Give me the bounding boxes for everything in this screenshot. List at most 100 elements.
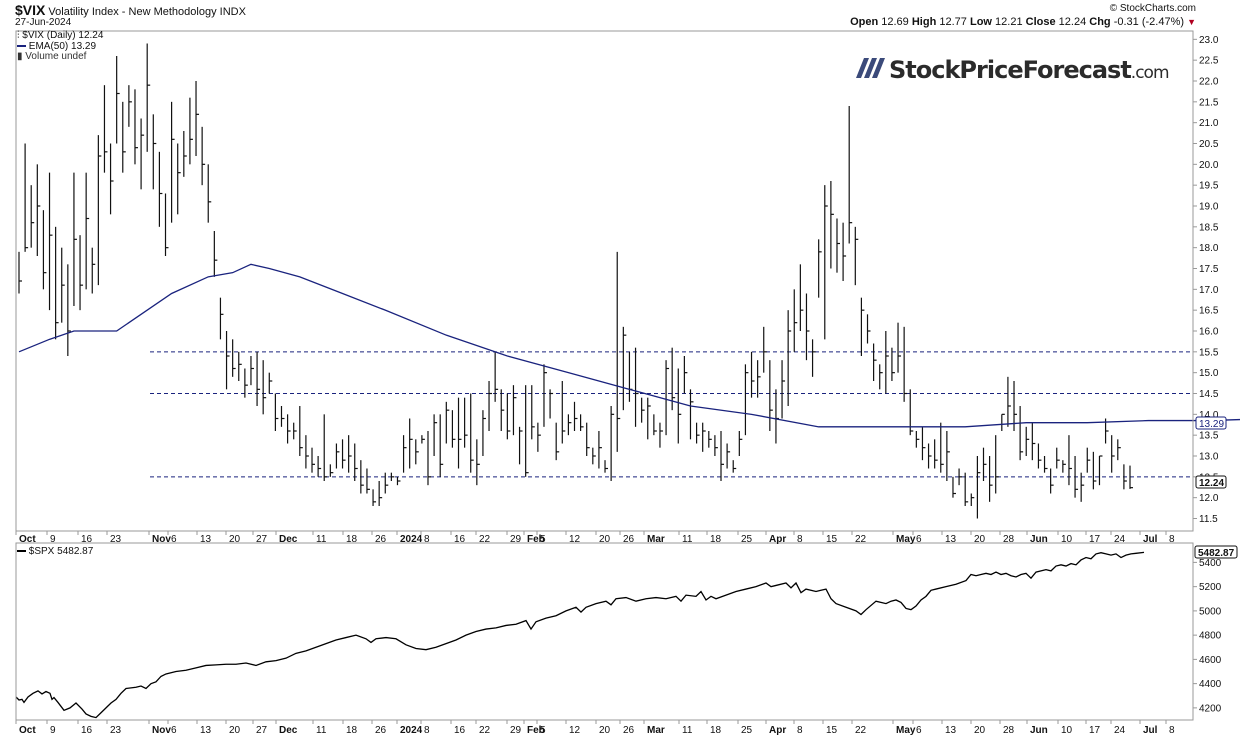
- y-tick-label: 14.0: [1199, 410, 1219, 421]
- y-tick-label: 15.0: [1199, 368, 1219, 379]
- spx-x-tick-label: 6: [171, 725, 177, 736]
- x-tick-label: 22: [479, 534, 491, 545]
- y-tick-label: 21.5: [1199, 97, 1219, 108]
- x-tick-label: 23: [110, 534, 122, 545]
- spx-x-tick-label: Feb: [527, 725, 545, 736]
- spx-x-tick-label: 22: [479, 725, 491, 736]
- x-tick-label: 8: [1169, 534, 1175, 545]
- spx-x-tick-label: 25: [741, 725, 753, 736]
- spx-x-tick-label: 9: [50, 725, 56, 736]
- support-resistance-lines: [150, 351, 1193, 478]
- x-tick-label: 12: [569, 534, 581, 545]
- spx-panel-frame: [15, 542, 1194, 721]
- spx-x-tick-label: May: [896, 725, 916, 736]
- chart-title: $VIX Volatility Index - New Methodology …: [15, 2, 246, 18]
- spx-line: [15, 551, 1145, 719]
- x-tick-label: 13: [200, 534, 212, 545]
- x-tick-label: 6: [916, 534, 922, 545]
- spx-y-axis-labels: 4200 4400 4600 4800 5000 5200 5400: [1199, 558, 1222, 714]
- spx-x-tick-label: Jul: [1143, 725, 1158, 736]
- x-tick-label: 11: [316, 534, 327, 545]
- vix-ohlc-bars: [18, 43, 1133, 519]
- spx-value-badge: 5482.87: [1194, 545, 1238, 559]
- legend-spx: $SPX 5482.87: [17, 546, 93, 557]
- x-tick-label: 20: [229, 534, 241, 545]
- spx-x-tick-label: 8: [797, 725, 803, 736]
- spx-y-tick-label: 4200: [1199, 703, 1222, 714]
- x-tick-label: 15: [826, 534, 838, 545]
- x-tick-label: Nov: [152, 534, 171, 545]
- x-tick-label: Apr: [769, 534, 786, 545]
- spx-x-tick-label: Apr: [769, 725, 786, 736]
- x-tick-label: 18: [710, 534, 722, 545]
- spx-y-tick-label: 5400: [1199, 558, 1222, 569]
- index-name: Volatility Index - New Methodology: [48, 6, 217, 18]
- svg-text:12.24: 12.24: [1199, 478, 1224, 489]
- spx-y-tick-label: 5200: [1199, 582, 1222, 593]
- x-tick-label: 28: [1003, 534, 1015, 545]
- spx-x-tick-label: 28: [1003, 725, 1015, 736]
- exchange-text: INDX: [219, 6, 246, 18]
- spx-x-tick-label: 17: [1089, 725, 1101, 736]
- spx-x-tick-label: 26: [375, 725, 387, 736]
- spx-x-tick-label: 22: [855, 725, 867, 736]
- x-tick-label: 25: [741, 534, 753, 545]
- spx-x-tick-label: 27: [256, 725, 268, 736]
- stockpriceforecast-logo: StockPriceForecast.com: [856, 56, 1170, 84]
- spx-x-tick-label: 15: [826, 725, 838, 736]
- spx-x-tick-label: 18: [710, 725, 722, 736]
- copyright-text: © StockCharts.com: [1109, 3, 1196, 14]
- spx-x-tick-label: Oct: [19, 725, 36, 736]
- x-tick-label: Jul: [1143, 534, 1158, 545]
- y-tick-label: 15.5: [1199, 347, 1219, 358]
- svg-text:StockPriceForecast.com: StockPriceForecast.com: [889, 56, 1169, 84]
- spx-x-tick-label: Mar: [647, 725, 665, 736]
- y-tick-label: 17.0: [1199, 285, 1219, 296]
- y-tick-label: 20.5: [1199, 139, 1219, 150]
- spx-x-tick-label: 16: [454, 725, 466, 736]
- x-tick-label: 16: [454, 534, 466, 545]
- spx-x-tick-label: 18: [346, 725, 358, 736]
- y-tick-label: 13.5: [1199, 431, 1219, 442]
- x-tick-label: 8: [424, 534, 430, 545]
- x-tick-label: 5: [540, 534, 546, 545]
- bar-chart-icon: ⫶: [17, 30, 20, 41]
- spx-x-tick-label: 20: [229, 725, 241, 736]
- x-tick-label: Mar: [647, 534, 665, 545]
- spx-x-tick-label: 13: [200, 725, 212, 736]
- y-axis-labels: 11.512.012.513.013.514.014.515.015.516.0…: [1199, 35, 1219, 525]
- x-tick-label: 2024: [400, 534, 423, 545]
- volume-bars-icon: ▮: [17, 51, 23, 62]
- ema-line-layer: [18, 263, 1240, 428]
- line-swatch-icon: [17, 550, 26, 553]
- symbol-text: $VIX: [15, 2, 46, 18]
- x-tick-label: Jun: [1030, 534, 1048, 545]
- y-tick-label: 17.5: [1199, 264, 1219, 275]
- y-tick-label: 22.0: [1199, 77, 1219, 88]
- legend-vix: ⫶ $VIX (Daily) 12.24: [17, 30, 104, 41]
- x-tick-label: 18: [346, 534, 358, 545]
- spx-x-tick-label: Nov: [152, 725, 171, 736]
- x-tick-label: 11: [682, 534, 693, 545]
- x-tick-label: 13: [945, 534, 957, 545]
- y-tick-label: 11.5: [1199, 514, 1218, 525]
- spx-x-tick-label: 8: [424, 725, 430, 736]
- y-tick-label: 14.5: [1199, 389, 1219, 400]
- logo-brand-text: StockPriceForecast: [889, 56, 1131, 84]
- x-axis-labels: Oct 9 16 23 Nov 6 13 20 27 Dec 11 18 26 2024 8 16 22 29 Fe…: [19, 534, 1175, 545]
- legend-ema: EMA(50) 13.29: [17, 41, 96, 52]
- ema50-line: [18, 263, 1240, 428]
- spx-x-tick-label: 13: [945, 725, 957, 736]
- x-tick-label: 27: [256, 534, 268, 545]
- spx-x-axis-labels: Oct 9 16 23 Nov 6 13 20 27 Dec 11 18 26 2024 8 16 22 29 Fe…: [19, 725, 1175, 736]
- spx-x-tick-label: 11: [316, 725, 327, 736]
- y-tick-label: 18.5: [1199, 222, 1219, 233]
- close-value-badge: 12.24: [1195, 475, 1227, 489]
- x-tick-label: 24: [1114, 534, 1126, 545]
- x-tick-label: 9: [50, 534, 56, 545]
- chart-date: 27-Jun-2024: [15, 17, 72, 28]
- x-tick-label: May: [896, 534, 916, 545]
- x-tick-label: 16: [81, 534, 93, 545]
- chg-down-icon: ▼: [1187, 17, 1196, 27]
